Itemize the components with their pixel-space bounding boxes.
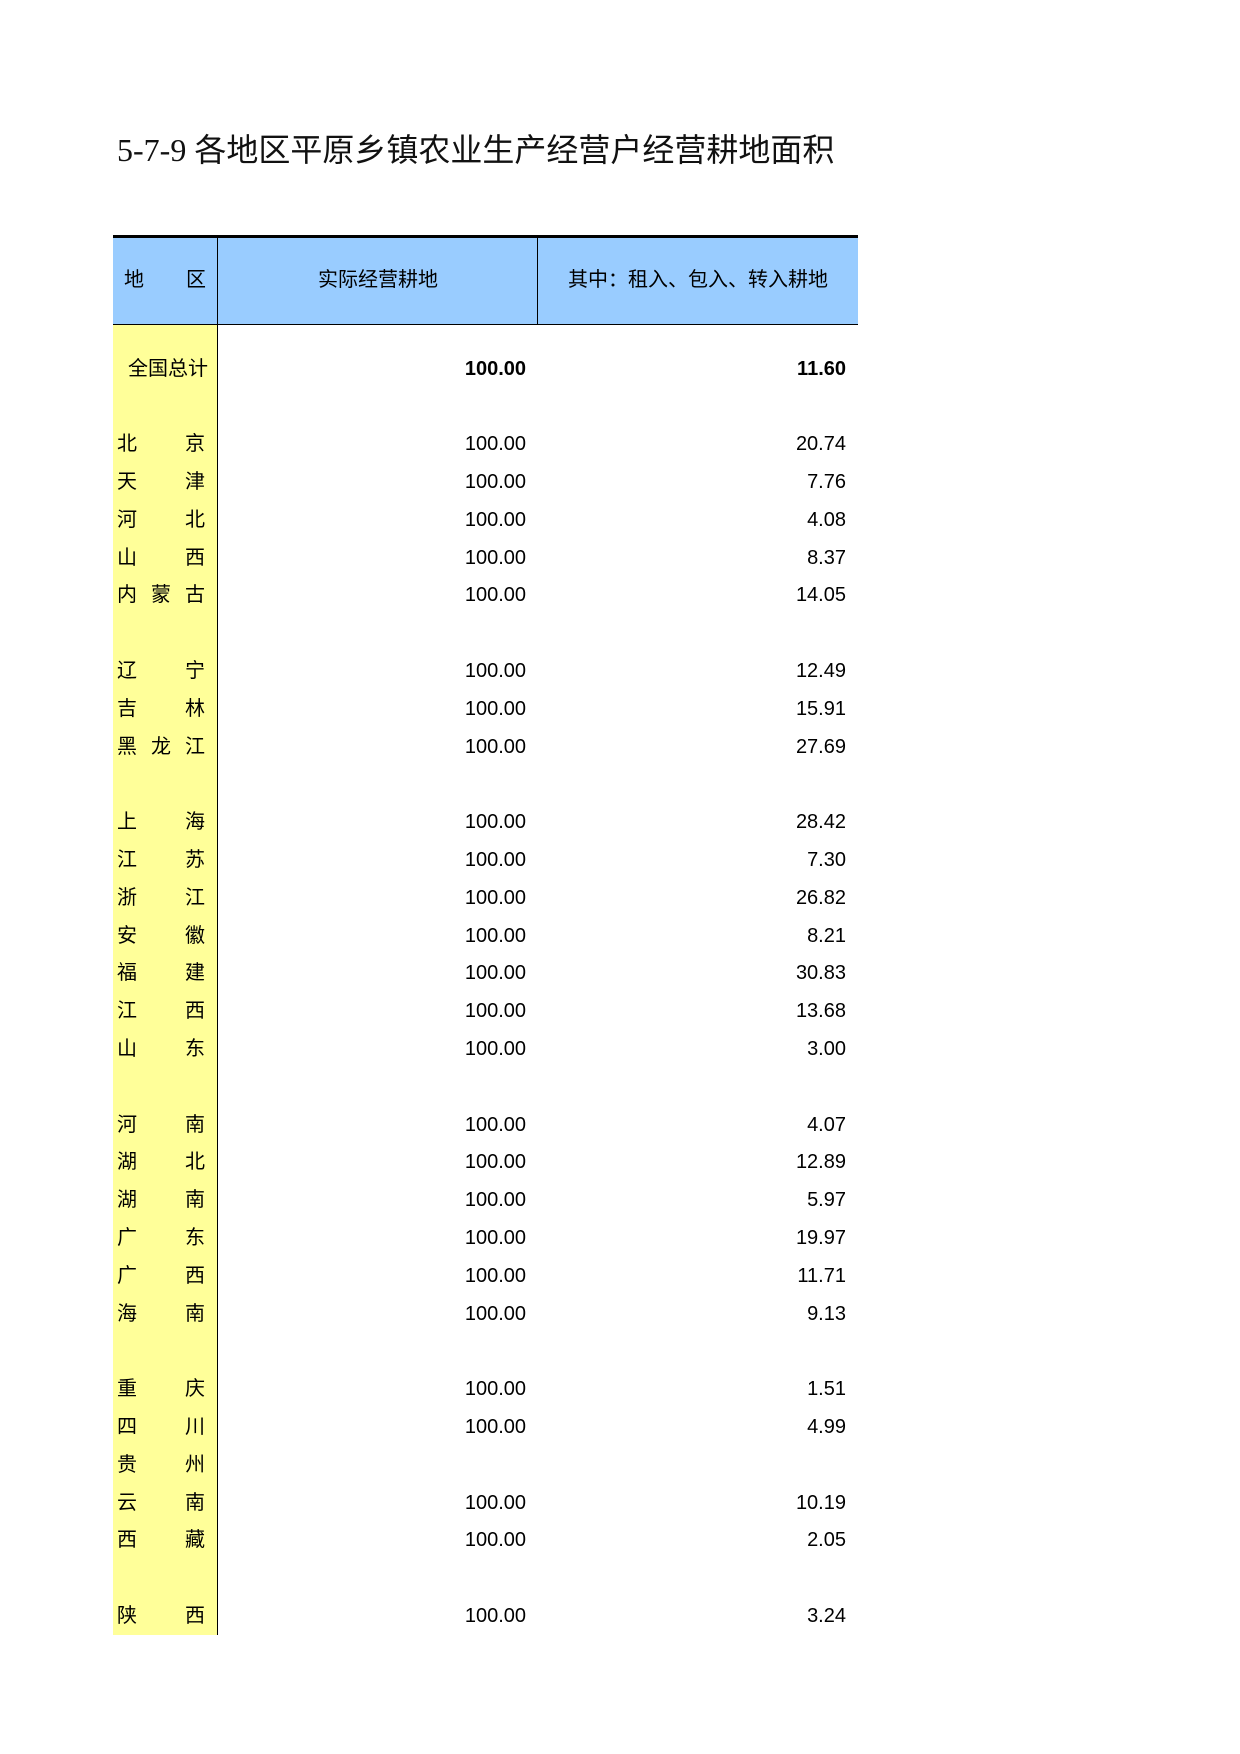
value-cell: 20.74	[795, 433, 846, 456]
region-cell: 福建	[117, 962, 205, 985]
value-cell: 10.19	[795, 1491, 846, 1514]
value-cell: 100.00	[464, 1264, 526, 1287]
value-cell: 19.97	[795, 1226, 846, 1249]
value-cell: 100.00	[464, 584, 526, 607]
region-cell: 山东	[117, 1037, 205, 1060]
value-cell: 100.00	[464, 697, 526, 720]
header-col: 其中：租入、包入、转入耕地	[568, 269, 828, 291]
region-cell: 西藏	[117, 1529, 205, 1552]
region-cell: 黑龙江	[117, 735, 205, 758]
value-cell: 4.99	[807, 1415, 846, 1438]
value-cell: 3.24	[807, 1604, 846, 1627]
region-cell: 江西	[117, 1000, 205, 1023]
value-cell: 100.00	[464, 508, 526, 531]
region-column-bg	[113, 325, 218, 1635]
value-cell: 7.76	[807, 470, 846, 493]
value-cell: 4.07	[807, 1113, 846, 1136]
value-cell: 100.00	[464, 1491, 526, 1514]
value-cell: 4.08	[807, 508, 846, 531]
value-cell: 30.83	[795, 962, 846, 985]
value-cell: 12.49	[795, 659, 846, 682]
region-cell: 重庆	[117, 1378, 205, 1401]
region-cell: 安徽	[117, 924, 205, 947]
region-cell: 陕西	[117, 1604, 205, 1627]
region-cell: 山西	[117, 546, 205, 569]
value-cell: 27.69	[795, 735, 846, 758]
header-bg	[113, 237, 858, 325]
value-cell: 11.60	[797, 358, 846, 381]
value-cell: 7.30	[807, 848, 846, 871]
value-cell: 100.00	[464, 962, 526, 985]
value-cell: 13.68	[795, 1000, 846, 1023]
top-rule	[113, 235, 858, 238]
value-cell: 15.91	[795, 697, 846, 720]
value-cell: 11.71	[797, 1264, 846, 1287]
column-rule	[217, 237, 218, 1635]
column-rule	[537, 237, 538, 325]
value-cell: 26.82	[795, 886, 846, 909]
value-cell: 14.05	[795, 584, 846, 607]
value-cell: 100.00	[464, 735, 526, 758]
value-cell: 8.37	[807, 546, 846, 569]
region-cell: 全国总计	[128, 358, 208, 381]
header-region: 地区	[124, 269, 206, 291]
region-cell: 内蒙古	[117, 584, 205, 607]
value-cell: 8.21	[807, 924, 846, 947]
value-cell: 100.00	[464, 1378, 526, 1401]
region-cell: 河北	[117, 508, 205, 531]
region-cell: 吉林	[117, 697, 205, 720]
value-cell: 100.00	[464, 1000, 526, 1023]
region-cell: 云南	[117, 1491, 205, 1514]
value-cell: 100.00	[464, 886, 526, 909]
region-cell: 四川	[117, 1415, 205, 1438]
value-cell: 100.00	[464, 1604, 526, 1627]
value-cell: 1.51	[807, 1378, 846, 1401]
value-cell: 100.00	[464, 470, 526, 493]
value-cell: 12.89	[795, 1151, 846, 1174]
region-cell: 广西	[117, 1264, 205, 1287]
value-cell: 100.00	[464, 924, 526, 947]
value-cell: 9.13	[807, 1302, 846, 1325]
value-cell: 100.00	[464, 1302, 526, 1325]
region-cell: 海南	[117, 1302, 205, 1325]
value-cell: 100.00	[464, 1037, 526, 1060]
region-cell: 浙江	[117, 886, 205, 909]
region-cell: 上海	[117, 811, 205, 834]
value-cell: 100.00	[464, 358, 526, 381]
value-cell: 100.00	[464, 1226, 526, 1249]
header-rule	[113, 324, 858, 325]
value-cell: 100.00	[464, 811, 526, 834]
title: 5-7-9 各地区平原乡镇农业生产经营户经营耕地面积	[117, 132, 835, 168]
region-cell: 北京	[117, 433, 205, 456]
value-cell: 28.42	[795, 811, 846, 834]
region-cell: 贵州	[117, 1453, 205, 1476]
value-cell: 100.00	[464, 1415, 526, 1438]
value-cell: 100.00	[464, 848, 526, 871]
value-cell: 100.00	[464, 1189, 526, 1212]
region-cell: 江苏	[117, 848, 205, 871]
value-cell: 100.00	[464, 546, 526, 569]
region-cell: 广东	[117, 1226, 205, 1249]
value-cell: 100.00	[464, 1113, 526, 1136]
value-cell: 3.00	[807, 1037, 846, 1060]
value-cell: 100.00	[464, 659, 526, 682]
value-cell: 100.00	[464, 433, 526, 456]
region-cell: 湖北	[117, 1151, 205, 1174]
header-col: 实际经营耕地	[318, 269, 438, 291]
region-cell: 天津	[117, 470, 205, 493]
value-cell: 100.00	[464, 1529, 526, 1552]
region-cell: 湖南	[117, 1189, 205, 1212]
region-cell: 河南	[117, 1113, 205, 1136]
value-cell: 5.97	[807, 1189, 846, 1212]
value-cell: 100.00	[464, 1151, 526, 1174]
region-cell: 辽宁	[117, 659, 205, 682]
value-cell: 2.05	[807, 1529, 846, 1552]
